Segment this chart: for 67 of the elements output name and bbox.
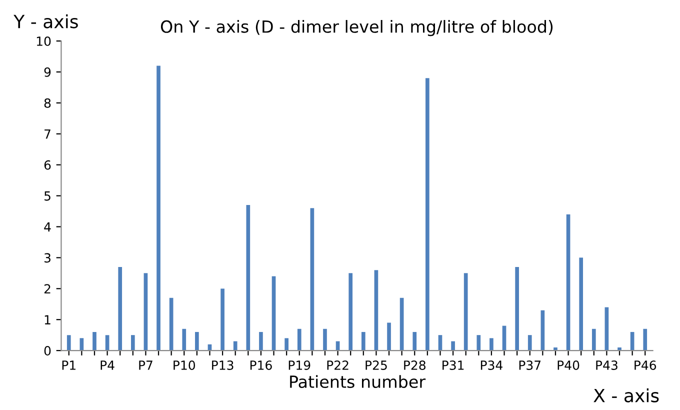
y-tick-label: 0 bbox=[44, 346, 51, 356]
y-tick-label: 7 bbox=[44, 130, 50, 139]
bar bbox=[272, 276, 276, 351]
y-tick-label: 10 bbox=[36, 36, 51, 46]
x-tick-label: P10 bbox=[174, 360, 196, 370]
bar bbox=[144, 273, 148, 351]
bar bbox=[426, 78, 430, 351]
y-tick-label: 9 bbox=[44, 67, 51, 77]
x-tick-label: P46 bbox=[634, 360, 656, 370]
y-tick-label: 8 bbox=[44, 98, 51, 108]
bar bbox=[464, 273, 468, 351]
x-tick-label: P25 bbox=[366, 360, 387, 370]
x-tick-label: P19 bbox=[288, 360, 310, 370]
y-tick-label: 6 bbox=[44, 160, 51, 170]
x-tick-label: P43 bbox=[596, 360, 618, 370]
bar bbox=[118, 266, 122, 351]
x-tick-label: P4 bbox=[100, 360, 114, 370]
x-tick-label: P40 bbox=[558, 360, 580, 370]
x-tick-label: P37 bbox=[519, 360, 541, 370]
bar bbox=[130, 335, 135, 351]
text: Y - axis bbox=[14, 14, 78, 28]
y-tick-label: 2 bbox=[44, 284, 50, 294]
bar bbox=[528, 335, 532, 351]
x-tick-label: P22 bbox=[327, 360, 348, 370]
bar bbox=[156, 66, 160, 351]
x-tick-label: P28 bbox=[404, 360, 426, 370]
bar bbox=[490, 338, 494, 351]
bar bbox=[348, 273, 353, 351]
bar bbox=[361, 332, 366, 351]
bar bbox=[374, 270, 378, 351]
y-tick-label: 4 bbox=[44, 222, 51, 232]
bar bbox=[284, 338, 288, 351]
bar bbox=[643, 328, 648, 351]
bar bbox=[323, 328, 327, 351]
bar bbox=[259, 332, 263, 351]
bar bbox=[476, 335, 481, 351]
bar bbox=[233, 341, 238, 351]
bar bbox=[246, 205, 250, 351]
bar bbox=[387, 322, 391, 351]
bar bbox=[182, 328, 186, 351]
bar bbox=[604, 307, 609, 351]
y-tick-label: 3 bbox=[44, 253, 50, 263]
x-tick-label: P16 bbox=[250, 360, 272, 370]
bar bbox=[579, 258, 584, 351]
x-tick-label: P13 bbox=[212, 360, 234, 370]
bar bbox=[92, 332, 96, 351]
bar bbox=[297, 328, 302, 351]
chart-title: On Y - axis (D - dimer level in mg/litre of blood) bbox=[160, 20, 553, 36]
x-tick-label: P7 bbox=[139, 360, 152, 370]
bar bbox=[195, 332, 199, 351]
bar bbox=[169, 298, 174, 351]
x-axis-title: Patients number bbox=[290, 375, 426, 388]
text: X - axis bbox=[594, 388, 659, 402]
bar bbox=[592, 328, 596, 351]
bar bbox=[451, 341, 455, 351]
bar bbox=[310, 208, 314, 351]
x-tick-label: P31 bbox=[442, 360, 464, 370]
x-tick-label: P1 bbox=[62, 360, 76, 370]
y-tick-label: 5 bbox=[44, 191, 50, 201]
bar bbox=[400, 298, 404, 351]
y-tick-label: 1 bbox=[44, 315, 50, 324]
bar bbox=[566, 214, 570, 351]
bar bbox=[412, 332, 417, 351]
bar bbox=[220, 288, 224, 351]
bar bbox=[515, 266, 519, 351]
x-tick-label: P34 bbox=[480, 360, 502, 370]
bar bbox=[66, 335, 71, 351]
